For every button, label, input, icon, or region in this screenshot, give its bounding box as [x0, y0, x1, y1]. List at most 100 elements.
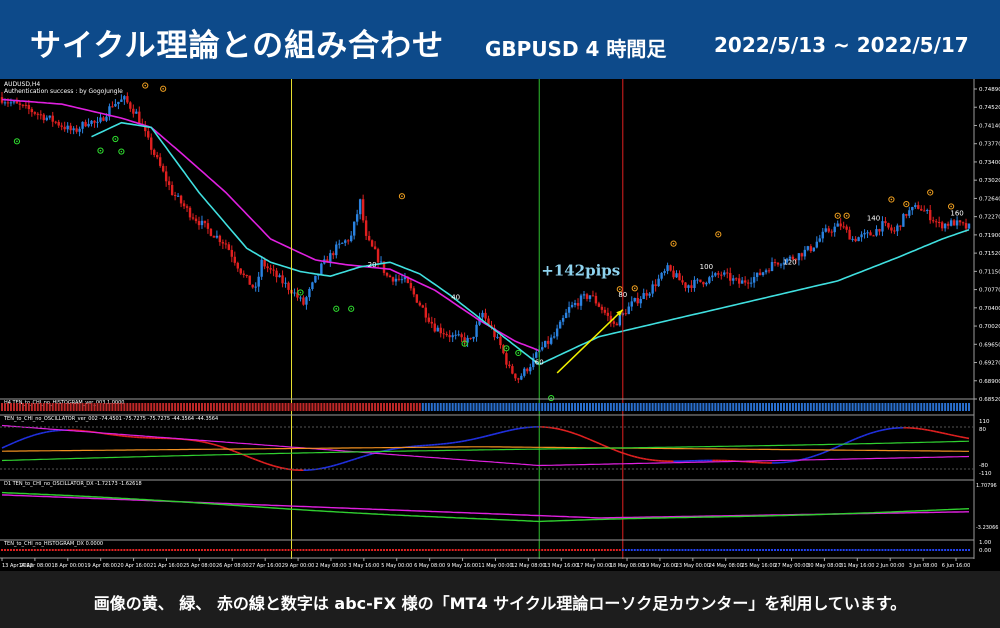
histogram-bar — [45, 403, 48, 411]
candle-body — [158, 157, 162, 166]
histogram-bar — [242, 403, 245, 411]
dx-histogram-dot — [278, 549, 281, 551]
candle-body — [60, 125, 63, 127]
oscillator-segment — [347, 459, 352, 463]
candle-body — [875, 229, 878, 236]
oscillator-segment — [46, 430, 50, 433]
histogram-bar — [433, 403, 436, 411]
candle-body — [72, 128, 75, 131]
dx-histogram-dot — [944, 549, 947, 551]
candle-count-label: 20 — [368, 261, 377, 269]
dx-histogram-dot — [750, 549, 753, 551]
histogram-bar — [391, 403, 394, 411]
dx-tick: -3.23066 — [976, 525, 998, 531]
histogram-bar — [84, 403, 87, 411]
header-banner: サイクル理論との組み合わせ GBPUSD 4 時間足 2022/5/13 ~ 2… — [0, 0, 1000, 79]
histogram-bar — [153, 403, 156, 411]
dx-histogram-dot — [753, 549, 756, 551]
oscillator-segment — [479, 436, 483, 439]
histogram-bar — [183, 403, 186, 411]
dx-histogram-dot — [99, 549, 102, 551]
dx-histogram-dot — [669, 549, 672, 551]
dx-histogram-dot — [878, 549, 881, 551]
dx-histogram-dot — [397, 549, 400, 551]
candle-body — [779, 264, 783, 266]
candle-body — [9, 102, 13, 104]
dx-histogram-dot — [968, 549, 971, 551]
y-tick-label: 0.74140 — [979, 123, 1000, 129]
oscillator-segment — [882, 428, 886, 431]
histogram-bar — [162, 403, 165, 411]
candle-body — [436, 327, 439, 332]
histogram-bar — [66, 403, 69, 411]
histogram-bar — [212, 403, 215, 411]
candle-body — [194, 218, 198, 222]
dx-histogram-dot — [326, 549, 329, 551]
candle-body — [684, 282, 687, 288]
candle-body — [221, 242, 225, 244]
oscillator-segment — [201, 440, 206, 444]
histogram-bar — [863, 403, 866, 411]
candle-body — [287, 282, 290, 290]
y-tick-label: 0.73020 — [979, 178, 1000, 184]
candle-body — [911, 207, 914, 211]
dx-histogram-dot — [218, 549, 221, 551]
dx-histogram-dot — [782, 549, 785, 551]
cycle-bottom-marker — [515, 349, 522, 357]
dx-histogram-dot — [353, 549, 356, 551]
cycle-top-marker — [142, 82, 149, 89]
histogram-bar — [541, 403, 544, 411]
oscillator-segment — [386, 448, 391, 452]
candle-body — [794, 259, 798, 261]
histogram-bar — [99, 403, 102, 411]
dx-histogram-dot — [591, 549, 594, 551]
dx-histogram-dot — [950, 549, 953, 551]
oscillator-segment — [598, 442, 603, 446]
candle-body — [87, 123, 90, 127]
histogram-bar — [872, 403, 875, 411]
dx-histogram-dot — [162, 549, 165, 551]
candle-body — [257, 276, 260, 287]
histogram-bar — [445, 403, 448, 411]
oscillator-segment — [482, 435, 486, 438]
histogram-bar — [195, 403, 197, 411]
candle-body — [75, 128, 78, 132]
histogram-bar — [263, 403, 266, 411]
oscillator-segment — [628, 454, 632, 457]
candle-body — [454, 334, 457, 336]
oscillator-segment — [879, 429, 883, 432]
histogram-bar — [875, 403, 878, 411]
dx-histogram-dot — [81, 549, 84, 551]
dx-histogram-dot — [815, 549, 818, 551]
dx-histogram-dot — [848, 549, 851, 551]
candle-body — [964, 223, 968, 229]
histogram-bar — [854, 403, 857, 411]
candle-body — [555, 328, 559, 337]
candle-body — [164, 171, 168, 182]
cycle-bottom-marker — [333, 305, 340, 312]
panel-label: TEN_to_CHI_no_OSCILLATOR_ver_002 -74.450… — [3, 416, 218, 422]
dx-histogram-dot — [126, 549, 129, 551]
candle-body — [567, 307, 571, 313]
candle-body — [278, 275, 281, 278]
candle-body — [281, 275, 284, 284]
oscillator-segment — [342, 461, 346, 464]
dx-histogram-dot — [296, 549, 299, 551]
dx-histogram-dot — [386, 549, 389, 551]
histogram-bar — [305, 403, 308, 411]
histogram-bar — [833, 403, 836, 411]
candle-body — [296, 292, 299, 298]
histogram-bar — [830, 403, 833, 411]
dx-histogram-dot — [90, 549, 93, 551]
oscillator-segment — [470, 438, 474, 441]
candle-body — [833, 226, 836, 233]
oscillator-segment — [34, 433, 39, 436]
histogram-bar — [347, 403, 350, 411]
histogram-bar — [326, 403, 329, 411]
histogram-bar — [299, 403, 302, 411]
candle-body — [84, 121, 87, 127]
dx-histogram-dot — [460, 549, 463, 551]
dx-histogram-dot — [794, 549, 797, 551]
dx-histogram-dot — [508, 549, 511, 551]
oscillator-tick: 110 — [979, 419, 990, 425]
